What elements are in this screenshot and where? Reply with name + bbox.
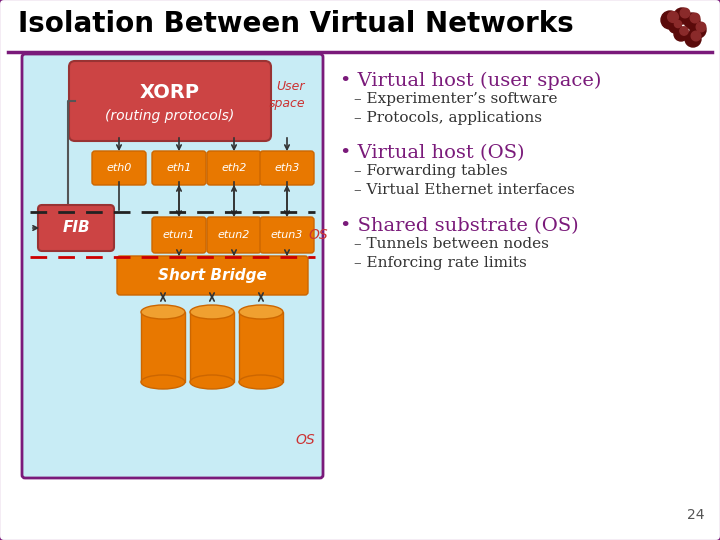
Ellipse shape	[141, 375, 185, 389]
Text: OS: OS	[308, 228, 328, 242]
Text: Isolation Between Virtual Networks: Isolation Between Virtual Networks	[18, 10, 574, 38]
Circle shape	[667, 11, 678, 22]
Circle shape	[669, 21, 681, 33]
Circle shape	[680, 27, 688, 35]
FancyBboxPatch shape	[152, 151, 206, 185]
Text: • Virtual host (OS): • Virtual host (OS)	[340, 144, 524, 162]
Bar	[239, 312, 283, 382]
Circle shape	[661, 11, 679, 29]
Text: OS: OS	[295, 433, 315, 447]
Text: etun2: etun2	[218, 230, 250, 240]
FancyBboxPatch shape	[260, 151, 314, 185]
Text: – Forwarding tables: – Forwarding tables	[354, 164, 508, 178]
Text: • Shared substrate (OS): • Shared substrate (OS)	[340, 217, 579, 235]
Circle shape	[691, 31, 701, 41]
Text: etun3: etun3	[271, 230, 303, 240]
Text: etun1: etun1	[163, 230, 195, 240]
Text: – Enforcing rate limits: – Enforcing rate limits	[354, 256, 527, 270]
Bar	[141, 312, 185, 382]
FancyBboxPatch shape	[152, 217, 206, 253]
Circle shape	[690, 13, 700, 23]
FancyBboxPatch shape	[207, 151, 261, 185]
Circle shape	[684, 13, 700, 29]
FancyBboxPatch shape	[207, 217, 261, 253]
FancyBboxPatch shape	[69, 61, 271, 141]
Ellipse shape	[190, 375, 234, 389]
FancyBboxPatch shape	[38, 205, 114, 251]
Text: XORP: XORP	[140, 83, 200, 103]
Text: 24: 24	[688, 508, 705, 522]
Bar	[190, 312, 234, 382]
Ellipse shape	[239, 305, 283, 319]
Circle shape	[680, 8, 690, 18]
Circle shape	[674, 27, 688, 41]
Text: FIB: FIB	[62, 220, 90, 235]
Circle shape	[685, 31, 701, 47]
Text: eth3: eth3	[274, 163, 300, 173]
Text: eth0: eth0	[107, 163, 132, 173]
Text: – Experimenter’s software: – Experimenter’s software	[354, 92, 557, 106]
FancyBboxPatch shape	[260, 217, 314, 253]
Text: – Virtual Ethernet interfaces: – Virtual Ethernet interfaces	[354, 183, 575, 197]
Ellipse shape	[239, 375, 283, 389]
Ellipse shape	[141, 305, 185, 319]
Text: – Tunnels between nodes: – Tunnels between nodes	[354, 237, 549, 251]
Circle shape	[690, 22, 706, 38]
Text: eth1: eth1	[166, 163, 192, 173]
Text: • Virtual host (user space): • Virtual host (user space)	[340, 72, 601, 90]
FancyBboxPatch shape	[117, 256, 308, 295]
FancyBboxPatch shape	[22, 54, 323, 478]
Text: eth2: eth2	[221, 163, 247, 173]
Text: Short Bridge: Short Bridge	[158, 268, 267, 283]
FancyBboxPatch shape	[92, 151, 146, 185]
Circle shape	[675, 21, 682, 28]
Circle shape	[674, 8, 690, 24]
Text: User
space: User space	[269, 80, 305, 110]
Text: (routing protocols): (routing protocols)	[105, 109, 235, 123]
Circle shape	[696, 22, 706, 32]
Text: – Protocols, applications: – Protocols, applications	[354, 111, 542, 125]
Ellipse shape	[190, 305, 234, 319]
